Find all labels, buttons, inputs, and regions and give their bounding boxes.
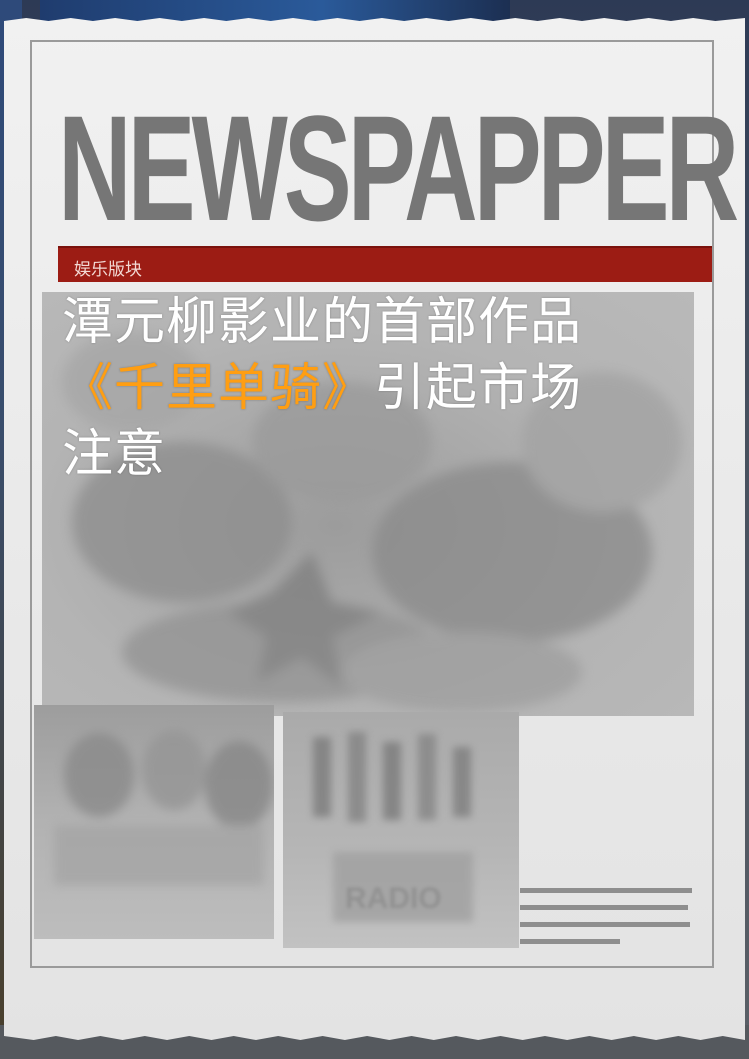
newspaper-border bbox=[30, 40, 714, 968]
radio-sign-text: RADIO bbox=[345, 882, 442, 915]
article-text-placeholder bbox=[520, 888, 695, 956]
radio-photo-art bbox=[313, 732, 473, 922]
headline-part-1: 潭元柳影业的首部作品 bbox=[62, 293, 583, 352]
hero-photo-art bbox=[62, 332, 682, 712]
text-line bbox=[520, 922, 690, 927]
headline-highlight-title: 《千里单骑》 bbox=[62, 359, 375, 418]
text-line bbox=[520, 939, 620, 944]
headline-part-3: 注意 bbox=[62, 425, 167, 484]
text-line bbox=[520, 905, 688, 910]
section-label: 娱乐版块 bbox=[74, 260, 142, 280]
newspaper-masthead: NEWSPAPPER bbox=[58, 84, 739, 252]
headline-part-2: 引起市场 bbox=[374, 359, 583, 418]
text-line bbox=[520, 888, 692, 893]
people-photo-art bbox=[54, 730, 273, 885]
section-banner: 娱乐版块 bbox=[58, 246, 712, 282]
photo-thumbnail-radio: RADIO bbox=[283, 712, 519, 948]
hero-photo bbox=[42, 292, 694, 716]
photo-thumbnail-people bbox=[34, 705, 274, 939]
news-headline: 潭元柳影业的首部作品 《千里单骑》引起市场 注意 bbox=[62, 290, 722, 488]
